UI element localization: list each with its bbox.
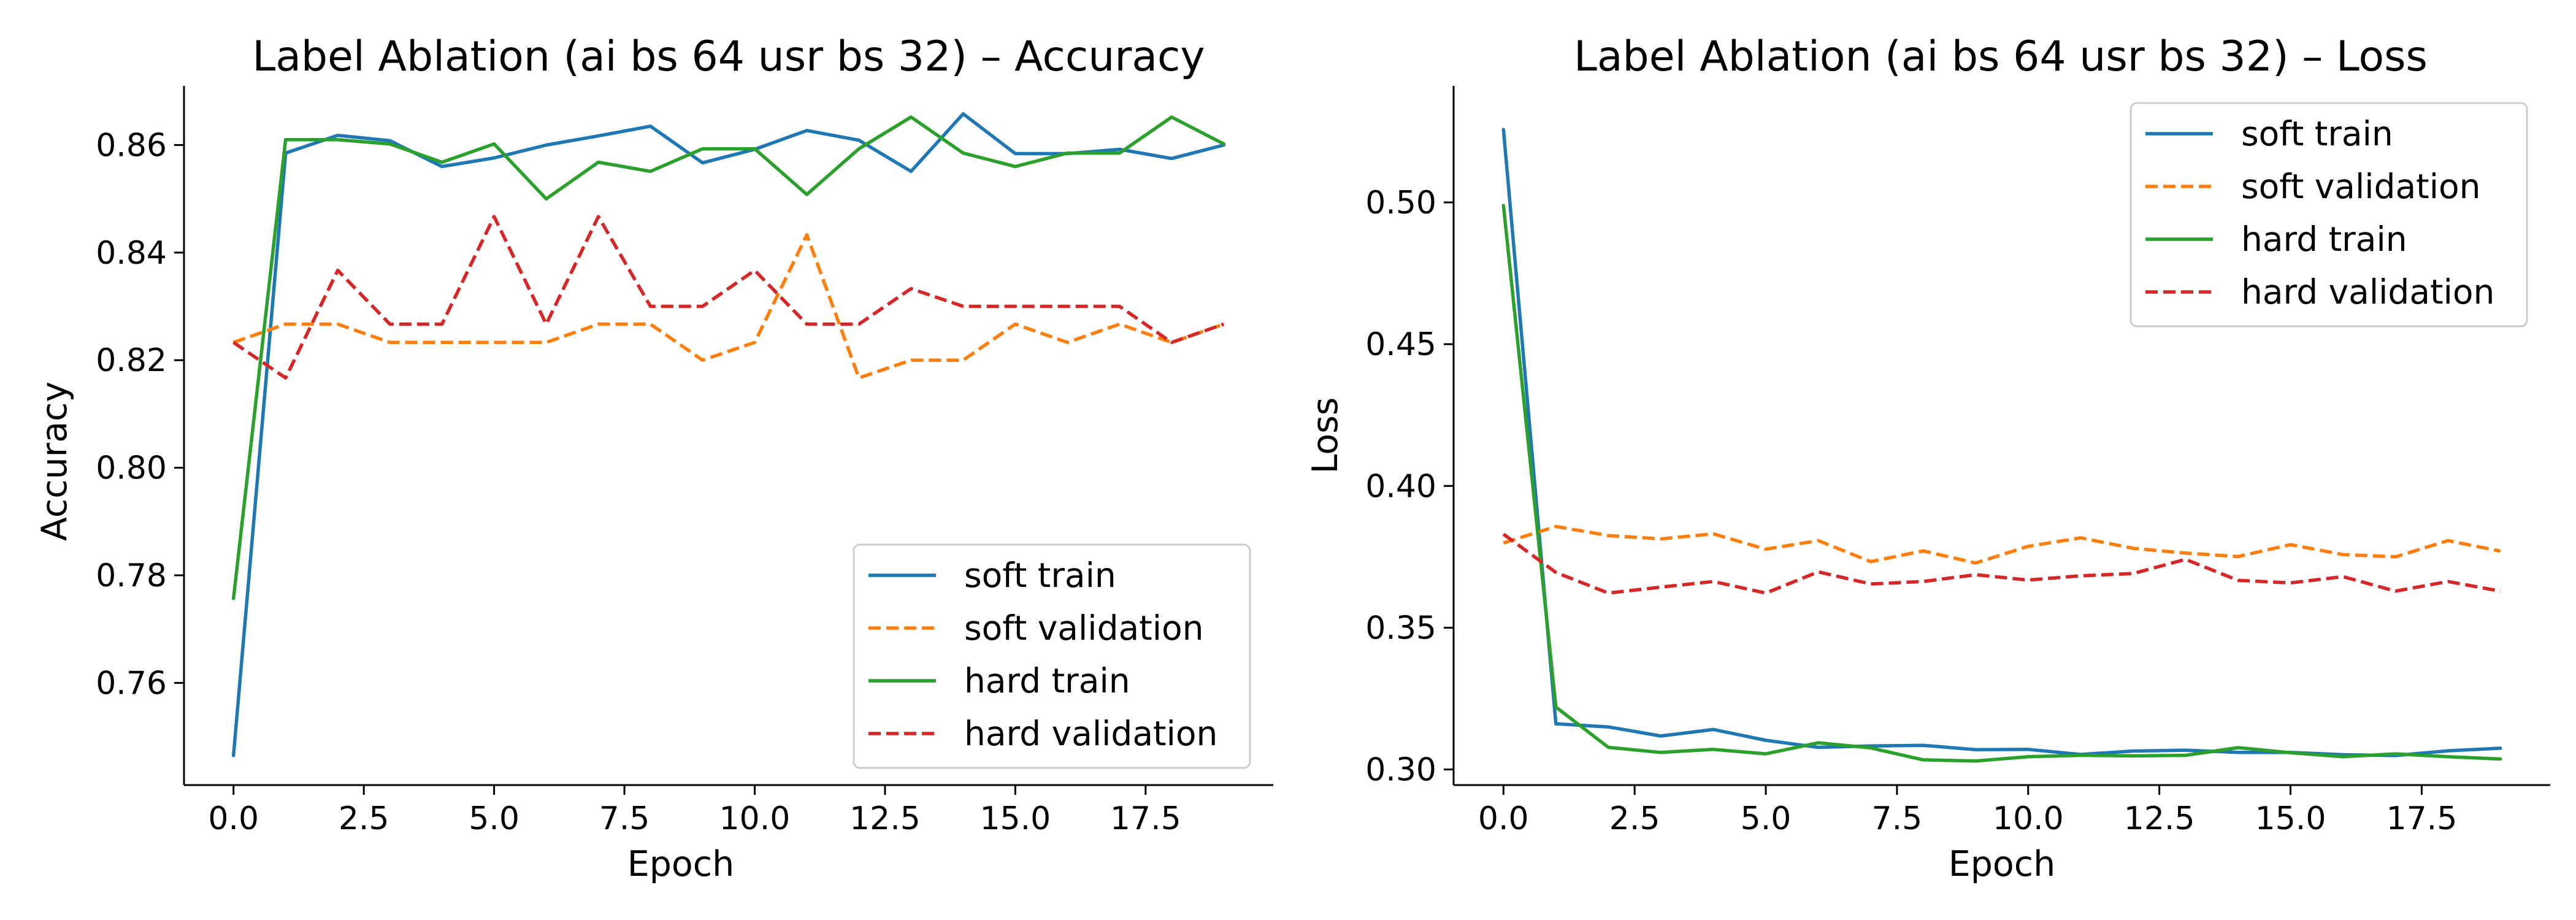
- accuracy-y-tick-label: 0.82: [96, 342, 167, 379]
- accuracy-series-soft-validation: [232, 233, 1225, 380]
- loss-x-tick-label: 2.5: [1609, 800, 1660, 837]
- accuracy-legend-label: hard validation: [964, 714, 1217, 753]
- loss-x-tick-label: 15.0: [2255, 800, 2326, 837]
- accuracy-legend-label: soft validation: [964, 608, 1204, 648]
- loss-y-tick-label: 0.45: [1365, 326, 1436, 363]
- loss-y-tick-label: 0.40: [1365, 468, 1436, 505]
- accuracy-y-axis-label: Accuracy: [34, 381, 75, 541]
- accuracy-y-tick-label: 0.78: [96, 558, 167, 594]
- accuracy-x-tick-label: 15.0: [979, 800, 1051, 837]
- loss-y-tick-label: 0.50: [1365, 185, 1436, 221]
- loss-y-tick-label: 0.30: [1365, 752, 1436, 789]
- accuracy-x-tick-label: 5.0: [469, 800, 519, 837]
- loss-series-soft-train: [1501, 128, 2502, 757]
- accuracy-legend-label: soft train: [964, 556, 1116, 595]
- loss-x-tick-label: 5.0: [1741, 800, 1792, 837]
- accuracy-x-tick-label: 17.5: [1110, 800, 1181, 837]
- accuracy-x-tick-label: 10.0: [719, 800, 791, 837]
- loss-x-tick-label: 12.5: [2124, 800, 2195, 837]
- accuracy-y-tick-label: 0.84: [96, 235, 167, 272]
- loss-chart: Label Ablation (ai bs 64 usr bs 32) – Lo…: [1305, 33, 2550, 884]
- loss-x-tick-label: 17.5: [2386, 800, 2458, 837]
- accuracy-series-hard-validation: [232, 215, 1225, 380]
- accuracy-chart: Label Ablation (ai bs 64 usr bs 32) – Ac…: [34, 33, 1273, 884]
- accuracy-legend-frame: [853, 543, 1251, 769]
- loss-legend: soft train soft validation hard train hard …: [2129, 102, 2528, 328]
- loss-x-tick-label: 0.0: [1478, 800, 1529, 837]
- loss-x-tick-label: 7.5: [1872, 800, 1923, 837]
- loss-x-tick-label: 10.0: [1993, 800, 2064, 837]
- loss-series-hard-validation: [1502, 532, 2501, 595]
- accuracy-x-tick-label: 2.5: [339, 800, 389, 837]
- loss-legend-label: hard validation: [2241, 272, 2494, 312]
- loss-y-tick-label: 0.35: [1365, 610, 1436, 646]
- loss-legend-label: soft train: [2241, 114, 2393, 153]
- accuracy-x-ticks: 0.0 2.5 5.0 7.5 10.0 12.5 15.0 17.5: [208, 785, 1181, 837]
- loss-series-layer: [1501, 128, 2502, 763]
- loss-x-axis-label: Epoch: [1949, 844, 2056, 884]
- loss-series-soft-validation: [1503, 524, 2501, 565]
- accuracy-chart-title: Label Ablation (ai bs 64 usr bs 32) – Ac…: [252, 33, 1205, 81]
- loss-x-ticks: 0.0 2.5 5.0 7.5 10.0 12.5 15.0 17.5: [1478, 785, 2457, 837]
- accuracy-x-tick-label: 0.0: [208, 800, 259, 837]
- loss-legend-frame: [2129, 102, 2528, 328]
- loss-legend-label: soft validation: [2241, 167, 2481, 206]
- accuracy-y-tick-label: 0.76: [96, 665, 167, 702]
- loss-series-hard-train: [1501, 204, 2502, 763]
- loss-legend-label: hard train: [2241, 220, 2407, 259]
- accuracy-x-tick-label: 7.5: [599, 800, 650, 837]
- accuracy-x-tick-label: 12.5: [849, 800, 921, 837]
- loss-chart-title: Label Ablation (ai bs 64 usr bs 32) – Lo…: [1574, 33, 2428, 81]
- accuracy-x-axis-label: Epoch: [627, 844, 735, 884]
- loss-y-ticks: 0.30 0.35 0.40 0.45 0.50: [1365, 185, 1454, 789]
- accuracy-series-hard-train: [231, 115, 1226, 600]
- accuracy-y-ticks: 0.76 0.78 0.80 0.82 0.84 0.86: [96, 127, 184, 702]
- loss-y-axis-label: Loss: [1305, 397, 1346, 473]
- accuracy-y-tick-label: 0.80: [96, 450, 167, 487]
- accuracy-legend-label: hard train: [964, 661, 1130, 700]
- accuracy-legend: soft train soft validation hard train hard …: [853, 543, 1251, 769]
- accuracy-y-tick-label: 0.86: [96, 127, 167, 164]
- accuracy-series-layer: [231, 112, 1226, 757]
